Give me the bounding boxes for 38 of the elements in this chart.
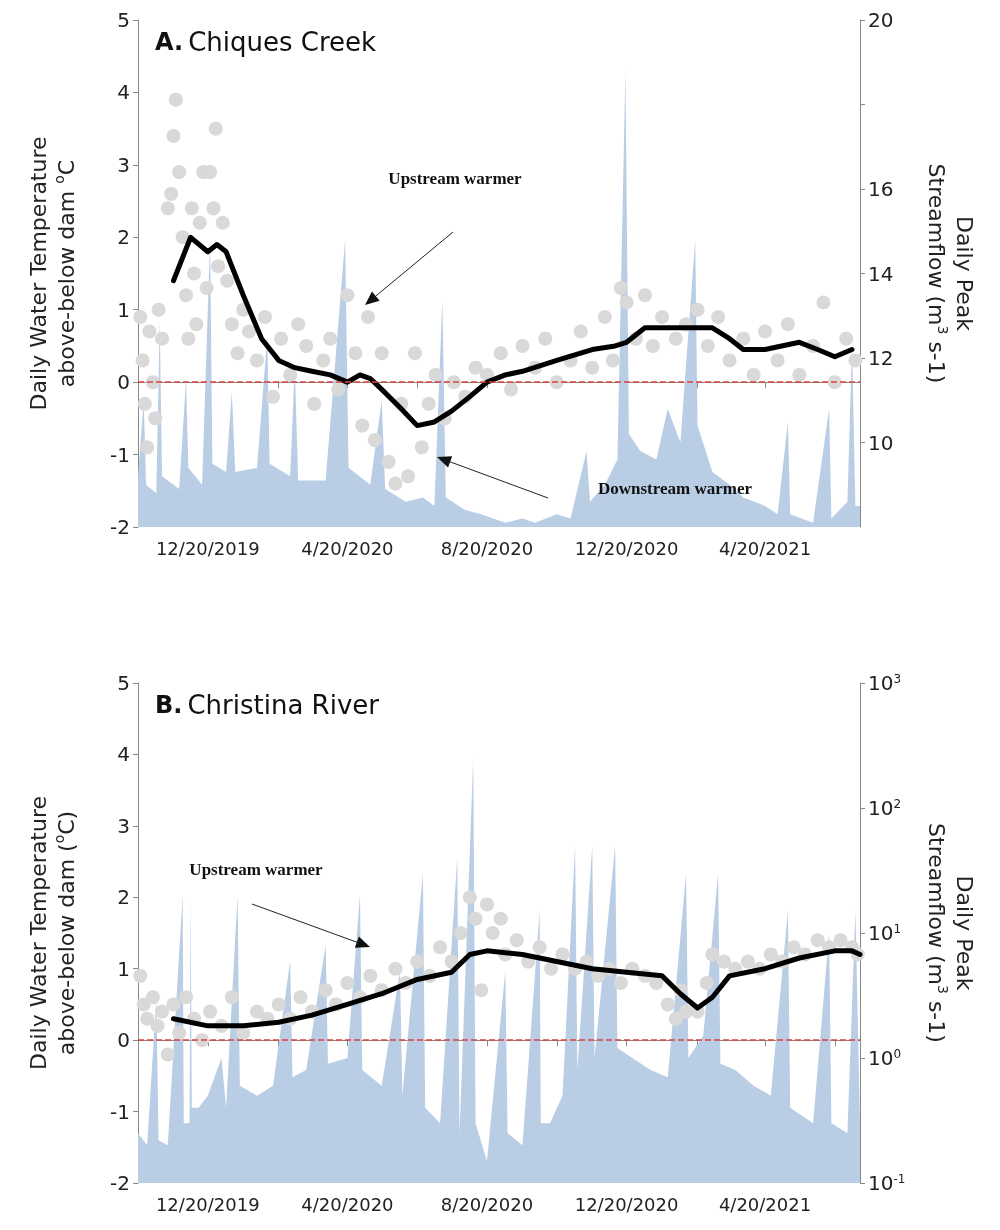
y2-axis-title: Daily Peak Streamflow (m3 s-1) [923, 163, 977, 384]
y-tick-label: -2 [110, 515, 130, 539]
y2-tick-label: 16 [868, 177, 894, 201]
x-tick-label: 12/20/2019 [155, 1193, 260, 1215]
annotation: Downstream warmer [597, 478, 753, 498]
annotation: Upstream warmer [388, 168, 523, 188]
x-tick-label: 12/20/2019 [155, 537, 260, 559]
y2-tick-label: 10 [868, 430, 894, 455]
y-tick-label: 3 [117, 152, 130, 177]
x-tick-label: 4/20/2020 [301, 537, 394, 559]
y-tick-label: 2 [117, 885, 130, 910]
y-tick-label: 3 [117, 813, 130, 838]
x-tick-label: 4/20/2021 [718, 1193, 812, 1215]
x-tick-label: 8/20/2020 [440, 537, 534, 559]
chart-title: A. Chiques Creek [155, 27, 377, 57]
y-tick-label: 4 [117, 742, 130, 767]
y-tick-label: 5 [117, 8, 130, 32]
x-tick-label: 4/20/2020 [301, 1193, 394, 1215]
chart-title: B. Christina River [155, 690, 380, 720]
y-tick-label: -1 [110, 442, 130, 467]
y-tick-label: -1 [110, 1099, 130, 1124]
y-tick-label: 1 [117, 956, 130, 981]
y-tick-label: -2 [110, 1171, 130, 1195]
y2-axis-title: Daily Peak Streamflow (m3 s-1) [923, 823, 977, 1043]
y-tick-label: 4 [117, 80, 130, 105]
y-tick-label: 0 [117, 370, 130, 395]
y-tick-label: 2 [117, 225, 130, 250]
x-tick-label: 12/20/2020 [574, 537, 679, 559]
x-tick-label: 4/20/2021 [718, 537, 812, 559]
y-tick-label: 1 [117, 297, 130, 322]
x-tick-label: 12/20/2020 [574, 1193, 679, 1215]
annotation: Upstream warmer [189, 859, 324, 879]
y-tick-label: 0 [117, 1028, 130, 1053]
y2-tick-label: 14 [868, 261, 894, 286]
y2-tick-label: 12 [868, 346, 894, 370]
x-tick-label: 8/20/2020 [440, 1193, 534, 1215]
y-tick-label: 5 [117, 671, 130, 695]
y2-tick-label: 20 [868, 8, 894, 32]
